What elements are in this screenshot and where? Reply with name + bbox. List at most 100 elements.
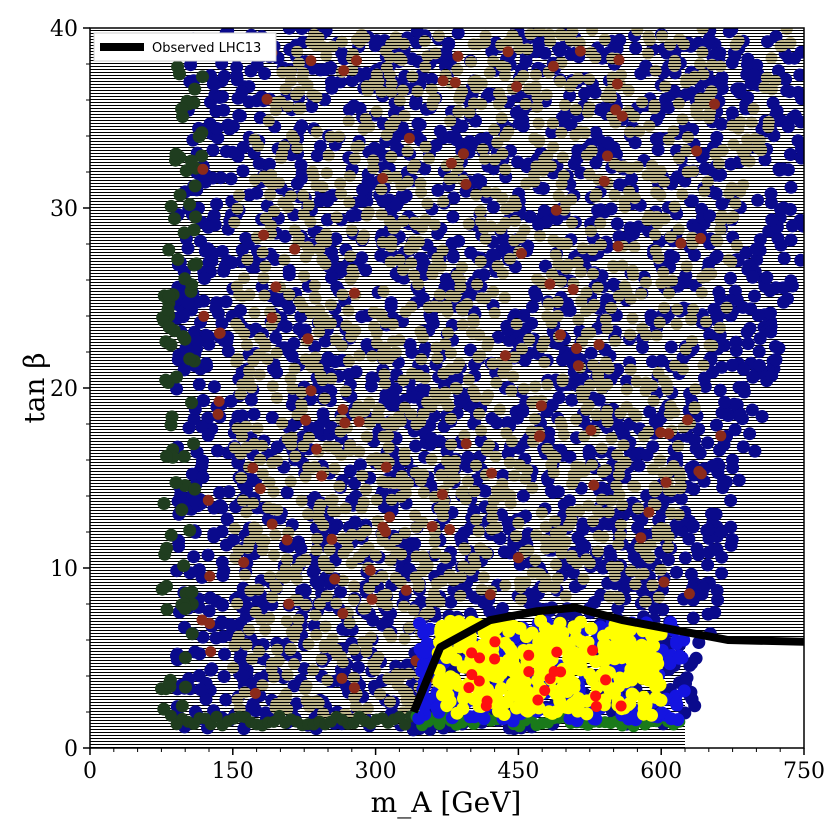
- scan-point: [297, 189, 310, 202]
- scan-point: [486, 512, 499, 525]
- scan-point: [299, 353, 312, 366]
- scan-point: [496, 147, 509, 160]
- scan-point: [472, 525, 485, 538]
- scan-point: [295, 119, 309, 133]
- scan-point: [558, 99, 571, 112]
- scan-point: [405, 257, 418, 269]
- scan-point: [345, 209, 359, 223]
- scan-point: [171, 252, 185, 266]
- scan-point: [288, 133, 300, 145]
- scan-point: [185, 627, 199, 641]
- scan-point: [401, 175, 414, 188]
- scan-point: [490, 416, 504, 430]
- scan-point: [788, 109, 802, 123]
- scan-point: [329, 505, 342, 518]
- scan-point: [519, 472, 532, 485]
- y-tick-label: 40: [50, 17, 78, 42]
- scan-point: [212, 408, 224, 420]
- scan-point: [665, 507, 678, 520]
- scan-point: [215, 525, 229, 538]
- scan-point: [190, 334, 204, 348]
- scan-point: [282, 28, 296, 35]
- scan-point: [445, 237, 459, 251]
- scan-point: [216, 569, 230, 582]
- scan-point: [498, 696, 512, 710]
- scan-point: [674, 492, 688, 506]
- scan-point: [617, 160, 630, 173]
- scan-point: [201, 548, 215, 562]
- scan-point: [607, 261, 620, 274]
- scan-point: [464, 246, 478, 260]
- scan-point: [551, 646, 563, 658]
- scan-point: [431, 352, 444, 365]
- scan-point: [565, 393, 579, 407]
- scan-point: [725, 358, 739, 372]
- scan-point: [673, 466, 686, 479]
- scan-point: [377, 285, 390, 298]
- scan-point: [715, 430, 727, 442]
- scan-point: [724, 538, 738, 552]
- scan-point: [299, 251, 312, 264]
- scan-point: [647, 394, 660, 407]
- scan-point: [185, 467, 199, 481]
- scan-point: [526, 300, 539, 314]
- scan-point: [452, 105, 465, 118]
- scan-point: [580, 694, 594, 708]
- scan-point: [622, 84, 635, 97]
- scan-point: [765, 213, 779, 227]
- scan-point: [353, 445, 366, 458]
- scan-point: [421, 559, 434, 572]
- scan-point: [241, 253, 254, 266]
- scan-point: [421, 396, 434, 409]
- scan-point: [794, 253, 804, 267]
- scan-point: [393, 334, 406, 346]
- scan-point: [589, 156, 603, 170]
- legend: Observed LHC13: [93, 32, 277, 62]
- scan-point: [419, 608, 432, 621]
- scan-point: [666, 274, 679, 287]
- scan-point: [713, 383, 727, 397]
- scan-point: [620, 383, 633, 396]
- scan-point: [649, 653, 663, 667]
- scan-point: [215, 316, 229, 330]
- scan-point: [263, 570, 276, 583]
- scan-point: [532, 218, 546, 232]
- scan-point: [291, 409, 304, 421]
- scan-point: [209, 631, 223, 645]
- scan-point: [564, 34, 577, 47]
- scan-point: [508, 469, 521, 482]
- scan-point: [262, 157, 276, 171]
- scan-point: [383, 215, 396, 228]
- scan-point: [567, 284, 579, 295]
- scan-point: [411, 85, 424, 98]
- scan-point: [224, 618, 238, 632]
- scan-point: [255, 535, 268, 548]
- scan-point: [363, 582, 376, 595]
- scan-point: [432, 29, 445, 42]
- scan-point: [570, 413, 583, 426]
- scan-point: [499, 163, 512, 176]
- scan-point: [183, 198, 197, 211]
- legend-label: Observed LHC13: [152, 41, 261, 56]
- scan-point: [676, 113, 689, 126]
- scan-point: [328, 355, 342, 369]
- scan-point: [409, 509, 422, 522]
- scan-point: [489, 187, 502, 200]
- scan-point: [691, 548, 705, 562]
- scan-point: [446, 172, 459, 184]
- scan-point: [425, 83, 438, 96]
- scan-point: [725, 28, 739, 36]
- scan-point: [643, 405, 657, 419]
- scan-point: [175, 699, 189, 713]
- scan-point: [282, 268, 296, 282]
- scan-point: [474, 652, 485, 664]
- scan-point: [399, 453, 412, 466]
- scan-point: [752, 358, 766, 372]
- scan-point: [374, 688, 386, 701]
- scan-point: [285, 626, 298, 638]
- scan-point: [347, 99, 361, 113]
- scan-point: [387, 419, 400, 432]
- scan-point: [181, 296, 195, 310]
- scan-point: [258, 229, 270, 241]
- scan-point: [322, 440, 335, 453]
